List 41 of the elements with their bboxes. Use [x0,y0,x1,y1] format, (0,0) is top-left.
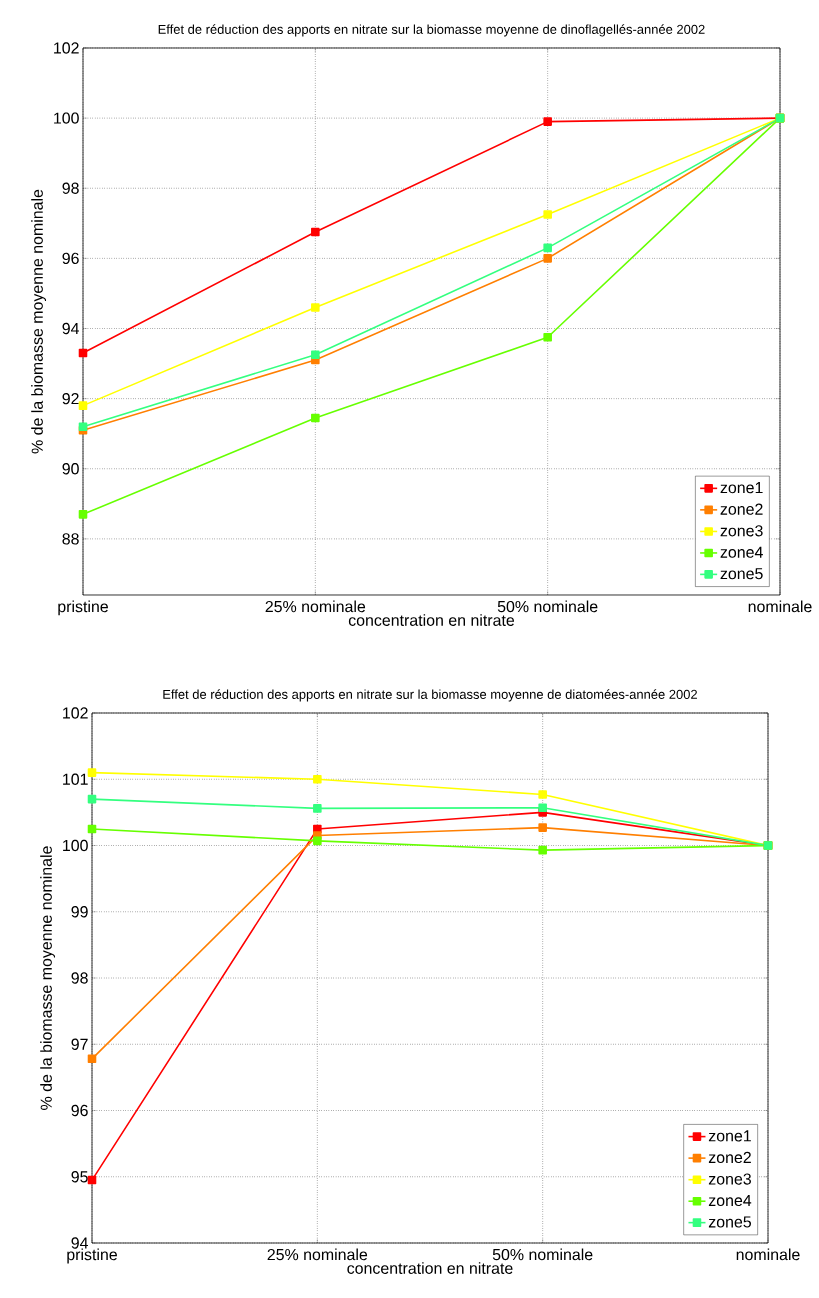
y-axis-title: % de la biomasse moyenne nominale [40,846,56,1110]
y-tick-label: 101 [63,773,88,785]
y-tick-label: 94 [62,322,79,335]
chart-title: Effet de réduction des apports en nitrate sur la biomasse moyenne de dinoflagellés-année 2002 [158,24,705,37]
legend-label: zone4 [708,1194,752,1207]
x-tick-label: pristine [58,600,108,616]
legend-label: zone1 [708,1130,751,1142]
legend-label: zone2 [708,1151,751,1164]
legend-label: zone3 [708,1173,751,1185]
y-tick-label: 100 [63,839,88,852]
legend-label: zone2 [720,503,763,515]
y-tick-label: 99 [71,906,88,918]
x-axis-title: concentration en nitrate [347,1262,513,1274]
legend-label: zone3 [720,525,763,537]
x-tick-label: 50% nominale [492,1248,593,1261]
y-tick-label: 97 [71,1038,88,1050]
x-tick-label: nominale [736,1248,800,1261]
y-tick-label: 90 [62,463,79,475]
y-tick-label: 100 [54,112,79,124]
x-tick-label: nominale [748,600,812,613]
y-tick-label: 94 [71,1237,88,1249]
x-tick-label: pristine [67,1248,117,1264]
x-tick-label: 25% nominale [267,1248,368,1261]
y-tick-label: 96 [62,252,79,265]
y-tick-label: 98 [62,182,79,194]
legend-label: zone5 [708,1216,752,1228]
x-axis-title: concentration en nitrate [348,614,515,626]
y-tick-label: 102 [54,42,79,54]
chart-title: Effet de réduction des apports en nitrate sur la biomasse moyenne de diatomées-année 2002 [163,689,697,702]
y-axis-title: % de la biomasse moyenne nominale [31,189,47,454]
legend-label: zone1 [720,482,763,494]
y-tick-label: 92 [62,392,79,405]
x-tick-label: 50% nominale [497,600,598,613]
y-tick-label: 98 [71,972,88,984]
y-tick-label: 88 [62,533,79,545]
legend-label: zone4 [720,546,763,558]
legend-label: zone5 [720,568,763,580]
y-tick-label: 102 [63,707,88,719]
y-tick-label: 96 [71,1104,88,1117]
x-tick-label: 25% nominale [265,600,366,613]
y-tick-label: 95 [71,1171,88,1183]
